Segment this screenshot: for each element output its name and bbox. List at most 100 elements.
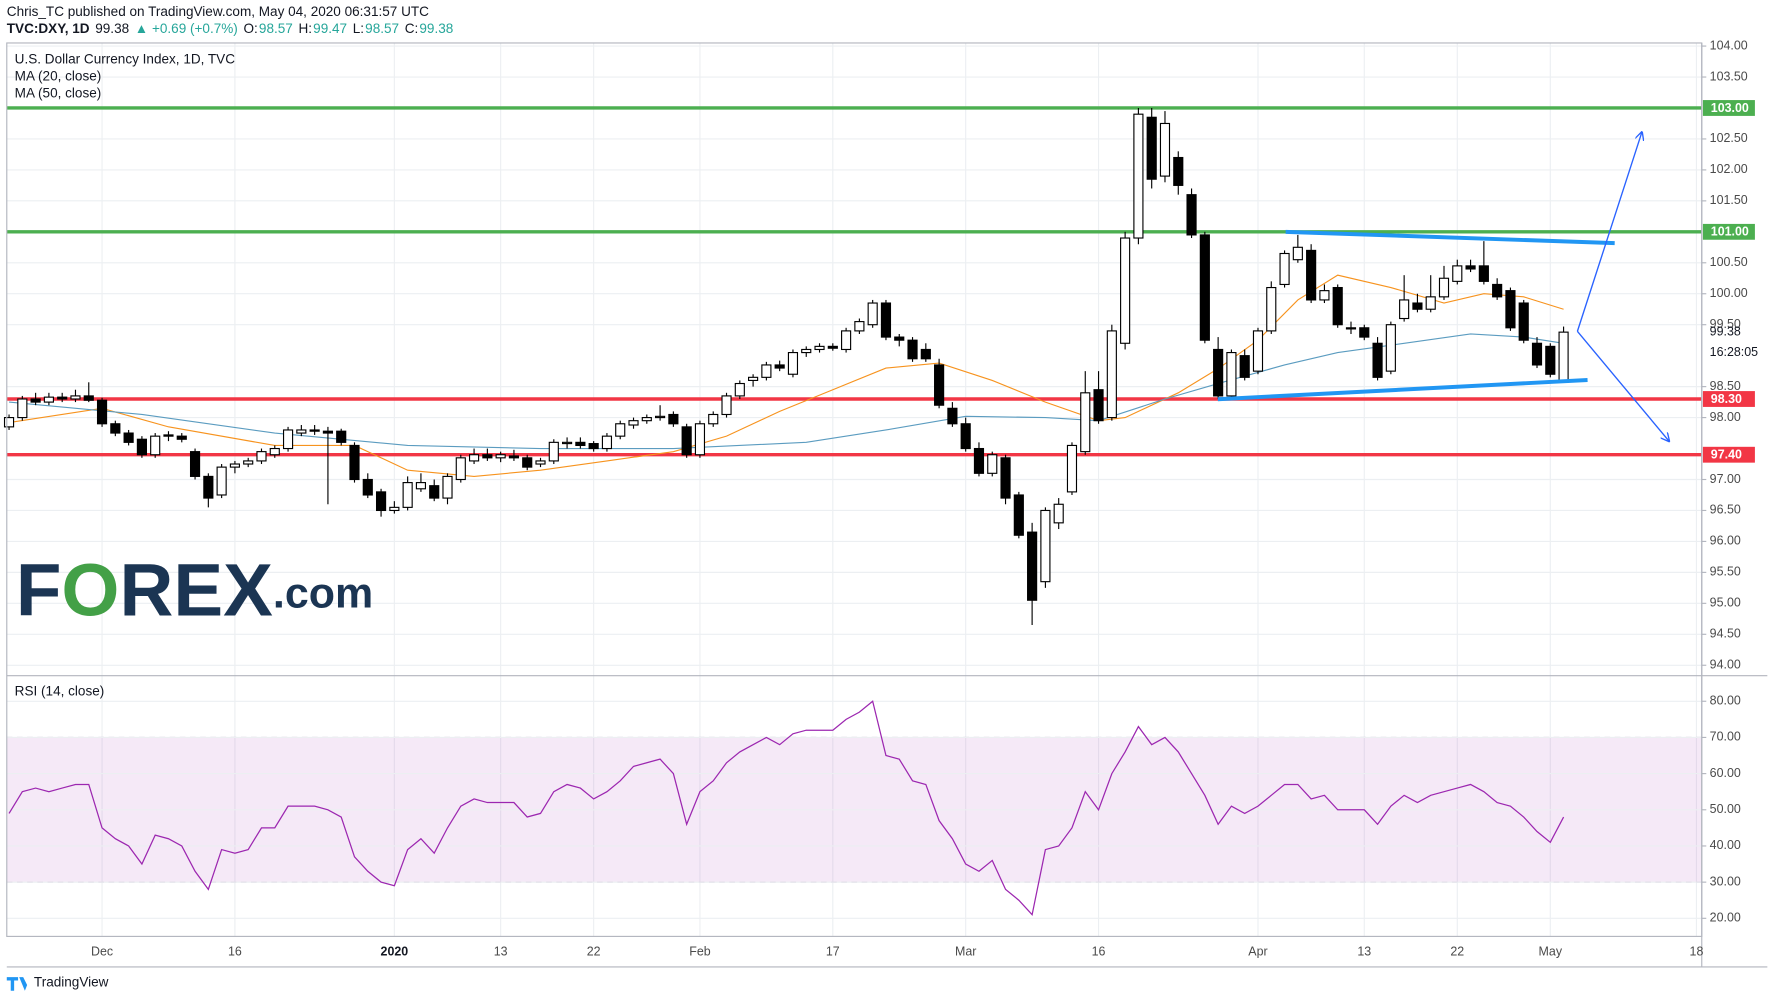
arrow bbox=[1576, 330, 1669, 441]
candle-body bbox=[3, 417, 15, 428]
candle-body bbox=[894, 336, 905, 341]
candle-body bbox=[429, 485, 440, 499]
candle-body bbox=[1412, 302, 1423, 310]
candle-body bbox=[641, 417, 652, 422]
y-tick-label: 100.00 bbox=[1710, 286, 1748, 300]
quote-part: C: bbox=[405, 21, 419, 36]
candle-body bbox=[1332, 286, 1343, 326]
candle-body bbox=[1000, 457, 1011, 499]
candle-body bbox=[123, 432, 134, 443]
candle-body bbox=[17, 398, 28, 419]
candle-body bbox=[973, 447, 985, 474]
candle-body bbox=[561, 441, 573, 445]
quote-part: 98.57 bbox=[259, 21, 293, 36]
candle-body bbox=[269, 447, 280, 456]
candle-body bbox=[1159, 122, 1171, 177]
quote-part: O: bbox=[243, 21, 257, 36]
quote-part: 99.38 bbox=[419, 21, 453, 36]
x-tick-label: 16 bbox=[1092, 945, 1106, 959]
countdown-label: 16:28:05 bbox=[1710, 345, 1758, 359]
candle-body bbox=[1133, 113, 1144, 239]
y-tick-label: 102.50 bbox=[1710, 131, 1748, 145]
candle-body bbox=[1531, 342, 1543, 366]
rsi-tick-label: 60.00 bbox=[1710, 766, 1741, 780]
candle-body bbox=[522, 457, 533, 468]
logo-part: F bbox=[16, 548, 62, 632]
candle-body bbox=[256, 451, 267, 462]
rsi-tick-label: 40.00 bbox=[1710, 838, 1741, 852]
candle-body bbox=[1040, 509, 1051, 583]
y-tick-label: 98.50 bbox=[1710, 379, 1741, 393]
candle-body bbox=[1492, 283, 1503, 298]
trendline bbox=[1285, 229, 1615, 246]
candle-body bbox=[1438, 277, 1450, 298]
rsi-tick-label: 50.00 bbox=[1710, 802, 1741, 816]
level-label-box bbox=[1702, 391, 1755, 407]
y-tick-label: 94.00 bbox=[1710, 658, 1741, 672]
y-tick-label: 97.00 bbox=[1710, 472, 1741, 486]
candle-body bbox=[814, 345, 825, 351]
candle-body bbox=[1186, 194, 1197, 236]
candle-body bbox=[1066, 444, 1078, 493]
candle-body bbox=[1080, 392, 1091, 453]
frame-layer bbox=[6, 42, 1768, 991]
candle-body bbox=[1213, 348, 1224, 397]
candle-body bbox=[1106, 330, 1117, 419]
candle-body bbox=[960, 423, 971, 450]
plot-layer bbox=[3, 106, 1702, 917]
y-tick-label: 95.50 bbox=[1710, 565, 1741, 579]
candle-body bbox=[734, 382, 745, 397]
candle-body bbox=[508, 455, 520, 459]
candle-body bbox=[1292, 246, 1303, 261]
rsi-tick-label: 30.00 bbox=[1710, 874, 1741, 888]
candle-body bbox=[136, 438, 147, 456]
candle-body bbox=[748, 376, 759, 381]
quote-part: TVC:DXY, 1D bbox=[7, 21, 90, 36]
candle-body bbox=[708, 413, 719, 425]
y-tick-label: 103.50 bbox=[1710, 69, 1748, 83]
candle-body bbox=[987, 454, 998, 474]
candle-body bbox=[110, 423, 121, 434]
candle-body bbox=[880, 302, 892, 338]
candle-body bbox=[841, 330, 852, 351]
candle-body bbox=[362, 478, 373, 496]
candle-body bbox=[1385, 324, 1396, 372]
candle-body bbox=[468, 454, 480, 462]
grid-layer bbox=[6, 42, 1702, 937]
candle-body bbox=[96, 399, 108, 425]
candle-body bbox=[947, 407, 958, 425]
candle-body bbox=[1518, 302, 1529, 341]
candle-body bbox=[1359, 327, 1370, 338]
candle-body bbox=[176, 435, 187, 440]
candle-body bbox=[1545, 345, 1556, 375]
candle-body bbox=[43, 396, 54, 403]
candle-body bbox=[282, 429, 294, 450]
level-label: 97.40 bbox=[1711, 448, 1742, 462]
candle-body bbox=[216, 466, 227, 496]
candle-body bbox=[1027, 531, 1038, 601]
author-line: Chris_TC published on TradingView.com, M… bbox=[7, 4, 429, 19]
candle-body bbox=[150, 435, 161, 456]
candle-body bbox=[1279, 252, 1290, 286]
y-tick-label: 102.00 bbox=[1710, 162, 1748, 176]
quote-part: ▲ +0.69 (+0.7%) bbox=[135, 21, 238, 36]
candle-body bbox=[1306, 249, 1317, 301]
candle-body bbox=[1013, 494, 1024, 536]
candle-body bbox=[615, 423, 626, 437]
candle-body bbox=[482, 454, 493, 459]
candle-body bbox=[1053, 503, 1064, 524]
level-label: 98.30 bbox=[1711, 392, 1742, 406]
candle-body bbox=[907, 339, 918, 360]
candle-body bbox=[1199, 234, 1210, 341]
x-tick-label: 2020 bbox=[381, 945, 409, 959]
x-tick-label: Apr bbox=[1248, 945, 1267, 959]
x-tick-label: 18 bbox=[1690, 945, 1704, 959]
candle-body bbox=[442, 475, 453, 499]
moving-average bbox=[8, 333, 1564, 450]
y-tick-label: 96.50 bbox=[1710, 503, 1741, 517]
y-tick-label: 96.00 bbox=[1710, 534, 1741, 548]
candle-body bbox=[1120, 237, 1131, 344]
y-tick-label: 94.50 bbox=[1710, 627, 1741, 641]
